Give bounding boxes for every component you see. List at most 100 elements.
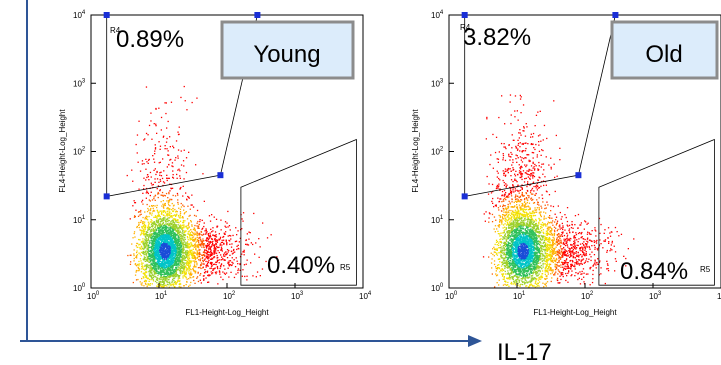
density-point	[178, 237, 180, 239]
density-point	[150, 269, 153, 272]
density-point	[167, 217, 169, 219]
density-point	[144, 256, 146, 259]
density-point	[525, 147, 527, 150]
density-point	[529, 239, 531, 241]
density-point	[165, 227, 167, 229]
density-point	[175, 264, 177, 266]
density-point	[163, 237, 165, 239]
density-point	[155, 245, 157, 247]
density-point	[229, 264, 231, 266]
density-point	[171, 269, 173, 271]
density-point	[196, 245, 199, 247]
density-point	[170, 187, 172, 189]
density-point	[230, 264, 232, 267]
density-point	[186, 256, 188, 258]
density-point	[166, 236, 169, 238]
density-point	[542, 253, 544, 255]
density-point	[180, 264, 182, 266]
density-point	[196, 231, 198, 233]
density-point	[171, 229, 173, 231]
density-point	[145, 264, 148, 266]
density-point	[163, 135, 165, 137]
density-point	[147, 221, 149, 223]
density-point	[198, 241, 200, 243]
density-point	[156, 279, 158, 281]
density-point	[549, 215, 551, 217]
density-point	[209, 274, 211, 276]
density-point	[212, 272, 214, 274]
density-point	[177, 250, 179, 252]
density-point	[160, 238, 162, 240]
density-point	[156, 219, 158, 221]
density-point	[568, 250, 570, 252]
density-point	[172, 252, 174, 254]
density-point	[177, 149, 180, 151]
density-point	[151, 268, 153, 271]
density-point	[181, 228, 183, 230]
density-point	[220, 263, 223, 265]
density-point	[146, 252, 148, 255]
density-point	[164, 251, 166, 253]
density-point	[148, 280, 150, 282]
density-point	[165, 271, 168, 274]
density-point	[203, 243, 205, 245]
density-point	[160, 129, 162, 131]
density-point	[153, 275, 155, 277]
density-point	[169, 270, 171, 272]
density-point	[180, 263, 182, 265]
density-point	[148, 271, 150, 273]
density-point	[159, 283, 161, 285]
density-point	[167, 262, 169, 264]
density-point	[206, 257, 209, 259]
density-point	[168, 177, 170, 179]
density-point	[162, 195, 164, 197]
density-point	[178, 240, 180, 242]
density-point	[547, 204, 549, 206]
density-point	[164, 227, 166, 229]
density-point	[231, 257, 233, 259]
density-point	[161, 205, 163, 207]
density-point	[222, 278, 224, 281]
density-point	[150, 207, 152, 210]
density-point	[152, 265, 155, 267]
density-point	[175, 260, 177, 263]
density-point	[174, 229, 176, 231]
density-point	[559, 242, 561, 244]
density-point	[216, 245, 218, 247]
density-point	[174, 244, 177, 246]
density-point	[192, 248, 194, 250]
density-point	[144, 264, 146, 266]
density-point	[174, 261, 176, 263]
density-point	[193, 257, 195, 259]
density-point	[145, 217, 147, 220]
density-point	[198, 259, 200, 261]
density-point	[574, 244, 576, 246]
density-point	[226, 249, 229, 251]
density-point	[189, 253, 191, 256]
density-point	[196, 238, 198, 241]
density-point	[164, 195, 166, 197]
density-point	[170, 234, 172, 237]
density-point	[496, 158, 498, 160]
density-point	[182, 250, 184, 252]
density-point	[242, 220, 244, 222]
density-point	[142, 230, 144, 232]
density-point	[168, 227, 170, 229]
density-point	[153, 232, 155, 234]
density-point	[208, 243, 210, 246]
density-point	[135, 279, 138, 281]
density-point	[192, 255, 194, 257]
density-point	[163, 261, 166, 264]
density-point	[165, 252, 167, 254]
density-point	[145, 239, 147, 242]
density-point	[168, 154, 170, 156]
density-point	[172, 268, 174, 270]
density-point	[139, 211, 142, 213]
density-point	[154, 251, 156, 253]
density-point	[139, 258, 142, 260]
density-point	[160, 271, 162, 274]
density-point	[176, 280, 179, 282]
density-point	[158, 233, 161, 236]
density-point	[175, 215, 177, 217]
density-point	[141, 201, 143, 203]
